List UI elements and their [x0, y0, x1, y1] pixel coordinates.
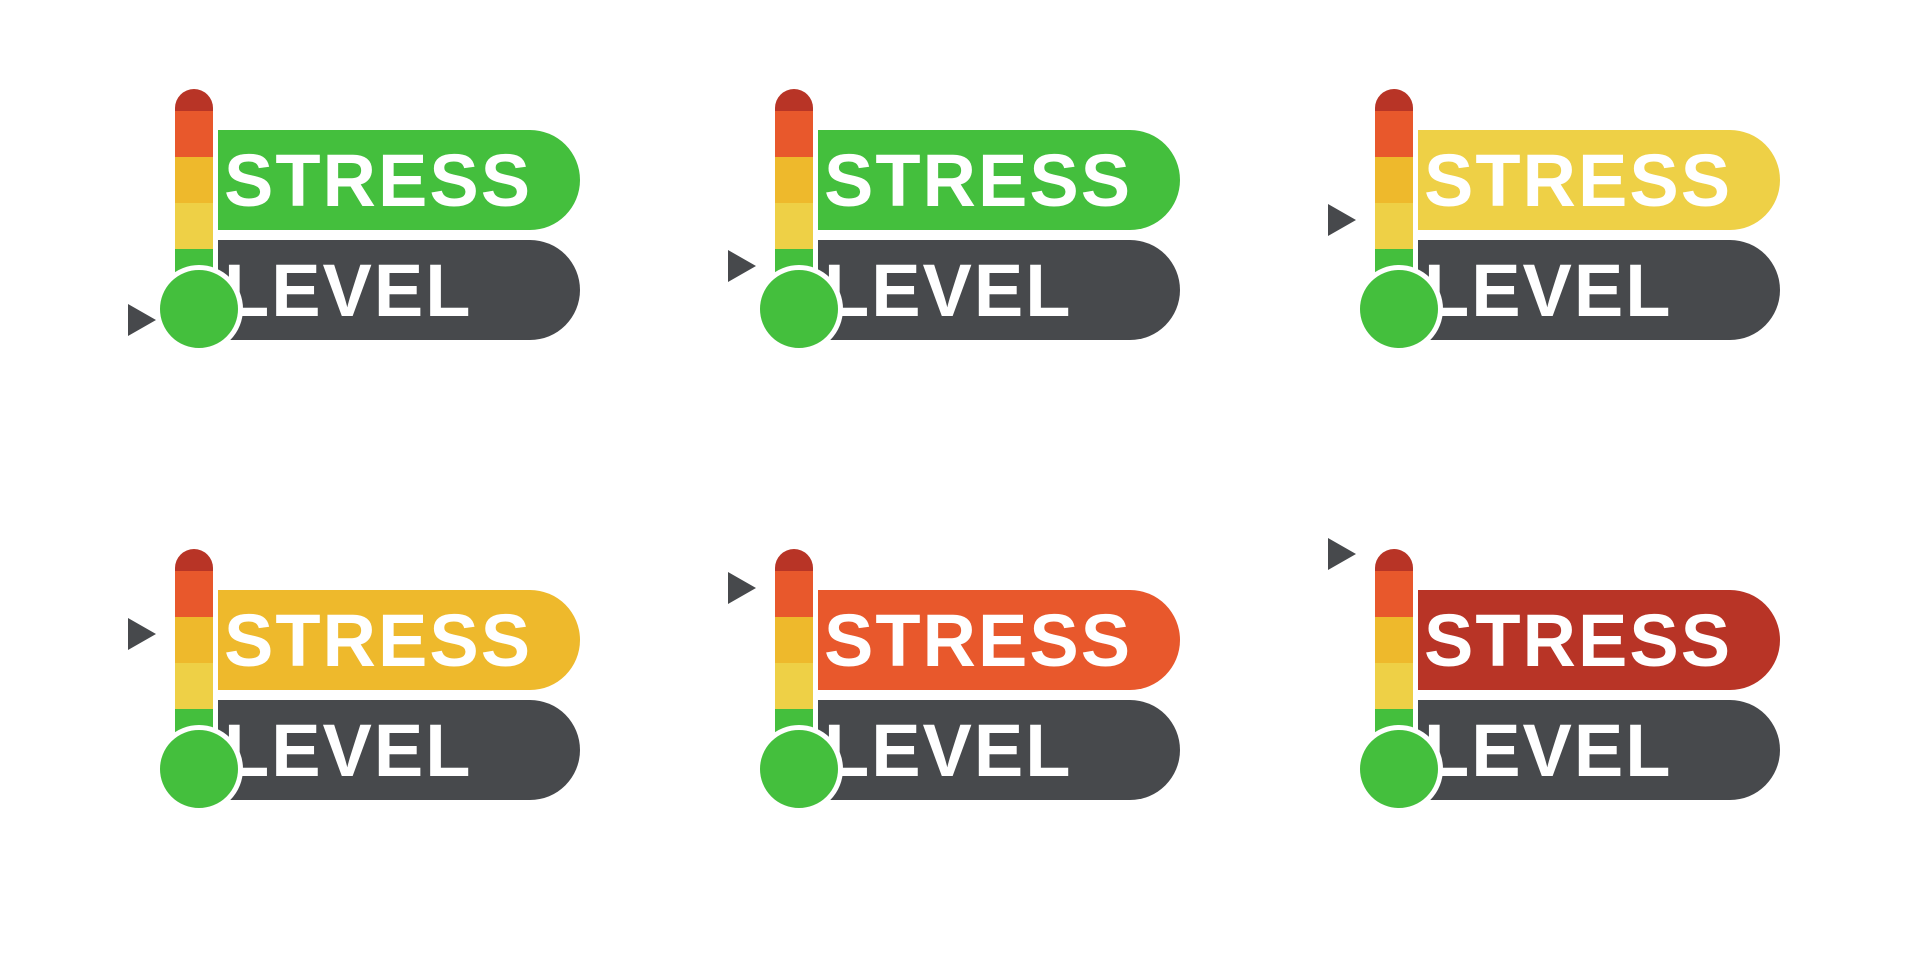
stress-banner-top: STRESS [1400, 130, 1780, 230]
stress-banner-bottom: LEVEL [200, 240, 580, 340]
stress-banner-top: STRESS [1400, 590, 1780, 690]
stress-label-top: STRESS [824, 598, 1132, 683]
stress-banner-top: STRESS [800, 590, 1180, 690]
stress-banner-bottom: LEVEL [1400, 240, 1780, 340]
thermometer-icon [770, 84, 818, 353]
stress-banner-bottom: LEVEL [800, 240, 1180, 340]
stress-label-top: STRESS [224, 598, 532, 683]
stress-label-top: STRESS [224, 138, 532, 223]
thermometer-icon [170, 544, 218, 813]
stress-banner-bottom: LEVEL [800, 700, 1180, 800]
level-pointer-icon [128, 304, 156, 336]
thermometer-icon [1370, 544, 1418, 813]
stress-indicator-2: STRESS LEVEL [720, 70, 1220, 400]
infographic-stage: STRESS LEVEL STRESS LEVEL [0, 0, 1920, 978]
stress-indicator-1: STRESS LEVEL [120, 70, 620, 400]
level-pointer-icon [1328, 204, 1356, 236]
stress-indicator-6: STRESS LEVEL [1320, 530, 1820, 860]
thermometer-icon [770, 544, 818, 813]
stress-label-top: STRESS [824, 138, 1132, 223]
level-pointer-icon [128, 618, 156, 650]
stress-banner-bottom: LEVEL [1400, 700, 1780, 800]
stress-label-bottom: LEVEL [1424, 248, 1672, 333]
stress-label-bottom: LEVEL [824, 248, 1072, 333]
stress-label-bottom: LEVEL [224, 708, 472, 793]
stress-label-bottom: LEVEL [224, 248, 472, 333]
stress-label-top: STRESS [1424, 138, 1732, 223]
stress-banner-top: STRESS [200, 590, 580, 690]
stress-indicator-3: STRESS LEVEL [1320, 70, 1820, 400]
level-pointer-icon [1328, 538, 1356, 570]
stress-label-top: STRESS [1424, 598, 1732, 683]
stress-indicator-5: STRESS LEVEL [720, 530, 1220, 860]
stress-banner-top: STRESS [200, 130, 580, 230]
stress-label-bottom: LEVEL [824, 708, 1072, 793]
stress-indicator-4: STRESS LEVEL [120, 530, 620, 860]
thermometer-icon [1370, 84, 1418, 353]
level-pointer-icon [728, 572, 756, 604]
stress-label-bottom: LEVEL [1424, 708, 1672, 793]
thermometer-icon [170, 84, 218, 353]
stress-banner-top: STRESS [800, 130, 1180, 230]
level-pointer-icon [728, 250, 756, 282]
stress-banner-bottom: LEVEL [200, 700, 580, 800]
